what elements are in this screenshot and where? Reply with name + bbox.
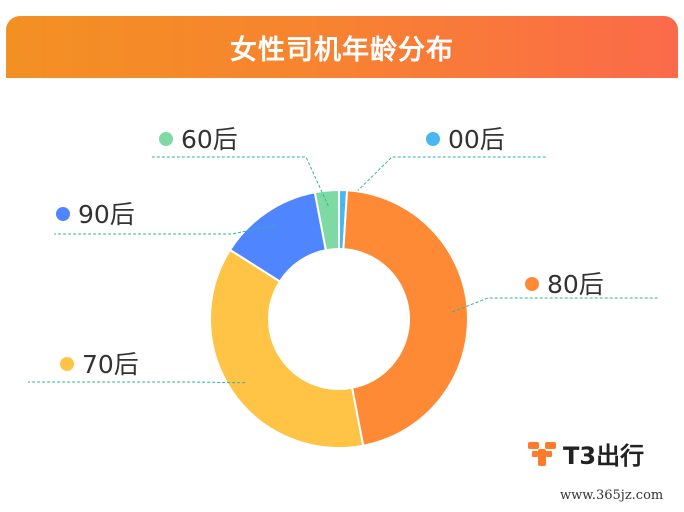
- slice-label-80后: 80后: [547, 270, 604, 299]
- slice-80后: [342, 189, 469, 447]
- legend-dot-80后: [525, 277, 539, 291]
- chart-title: 女性司机年龄分布: [230, 34, 454, 66]
- leader-line-80后: [452, 297, 658, 313]
- legend-dot-90后: [56, 207, 70, 221]
- slice-70后: [209, 248, 365, 449]
- legend-dot-70后: [60, 357, 74, 371]
- t3-logo-icon: [528, 442, 556, 466]
- watermark: www.365jz.com: [560, 488, 664, 503]
- slice-label-90后: 90后: [78, 200, 135, 229]
- t3-logo: T3出行: [527, 436, 644, 470]
- leader-line-70后: [28, 381, 246, 384]
- header-banner: 女性司机年龄分布: [6, 16, 678, 78]
- legend-dot-00后: [426, 132, 440, 146]
- leader-line-00后: [342, 156, 546, 206]
- slice-label-00后: 00后: [448, 125, 505, 154]
- leader-line-60后: [150, 156, 329, 207]
- legend-dot-60后: [159, 132, 173, 146]
- logo-text: T3出行: [563, 441, 645, 470]
- slice-label-70后: 70后: [82, 350, 139, 379]
- slice-label-60后: 60后: [181, 125, 238, 154]
- leader-line-90后: [54, 224, 276, 235]
- slice-60后: [313, 188, 340, 252]
